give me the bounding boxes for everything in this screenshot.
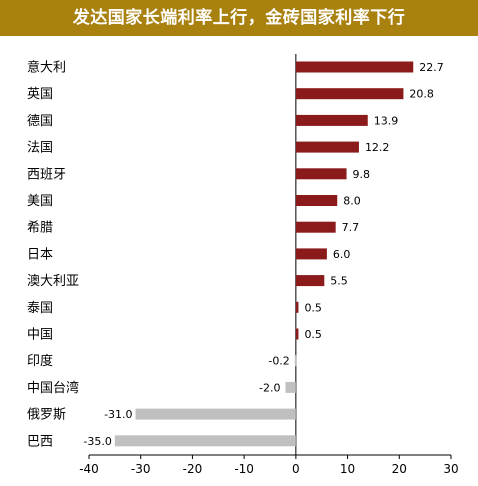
value-label: -2.0: [259, 381, 280, 394]
bar: [295, 61, 414, 73]
category-label: 美国: [27, 194, 53, 209]
category-label: 英国: [27, 87, 53, 102]
value-label: 5.5: [330, 275, 348, 288]
value-label: -35.0: [83, 435, 111, 448]
category-label: 泰国: [27, 301, 53, 316]
bar: [295, 328, 299, 340]
x-tick-label: 20: [392, 462, 407, 476]
value-label: 0.5: [304, 301, 322, 314]
value-label: 0.5: [304, 328, 322, 341]
bar: [114, 435, 296, 447]
bar: [295, 195, 338, 206]
category-label: 中国台湾: [27, 380, 79, 396]
value-label: 8.0: [343, 195, 361, 208]
bar: [295, 88, 404, 100]
value-label: 20.8: [409, 88, 434, 101]
value-label: 6.0: [333, 248, 351, 261]
x-tick-label: 30: [443, 462, 458, 476]
category-label: 俄罗斯: [27, 408, 66, 423]
value-label: 7.7: [342, 221, 360, 234]
bar: [295, 275, 325, 287]
value-label: 12.2: [365, 141, 390, 154]
value-label: -0.2: [268, 355, 289, 368]
bar: [135, 408, 296, 420]
bar: [285, 381, 296, 393]
value-label: 9.8: [353, 168, 371, 181]
x-tick-label: -40: [79, 462, 99, 476]
x-tick-label: -20: [183, 462, 203, 476]
category-label: 西班牙: [27, 167, 66, 182]
value-label: 13.9: [374, 114, 399, 127]
category-label: 印度: [27, 353, 53, 369]
category-label: 澳大利亚: [27, 273, 79, 289]
bar: [295, 141, 359, 153]
category-label: 中国: [27, 328, 53, 343]
x-tick-label: -30: [131, 462, 151, 476]
category-label: 德国: [27, 114, 53, 129]
bar: [294, 355, 297, 367]
bar-chart: 意大利 22.7 英国 20.8 德国 13.9 法国 12.2 西班牙 9.8 美国 8.0 希腊 7.…: [27, 54, 459, 476]
category-label: 法国: [27, 141, 53, 156]
title-bar: [0, 0, 478, 36]
x-tick-label: 0: [292, 462, 300, 476]
bar: [295, 248, 327, 260]
chart-title: 发达国家长端利率上行，金砖国家利率下行: [72, 8, 406, 28]
category-label: 希腊: [27, 221, 53, 236]
x-tick-label: -10: [234, 462, 254, 476]
category-label: 日本: [27, 247, 53, 262]
value-label: 22.7: [419, 61, 444, 74]
value-label: -31.0: [104, 408, 132, 421]
bar: [295, 221, 336, 233]
category-label: 意大利: [27, 60, 66, 76]
bar: [295, 114, 368, 126]
bar: [295, 168, 347, 180]
bar: [295, 301, 299, 313]
category-label: 巴西: [27, 434, 53, 449]
x-tick-label: 10: [340, 462, 355, 476]
